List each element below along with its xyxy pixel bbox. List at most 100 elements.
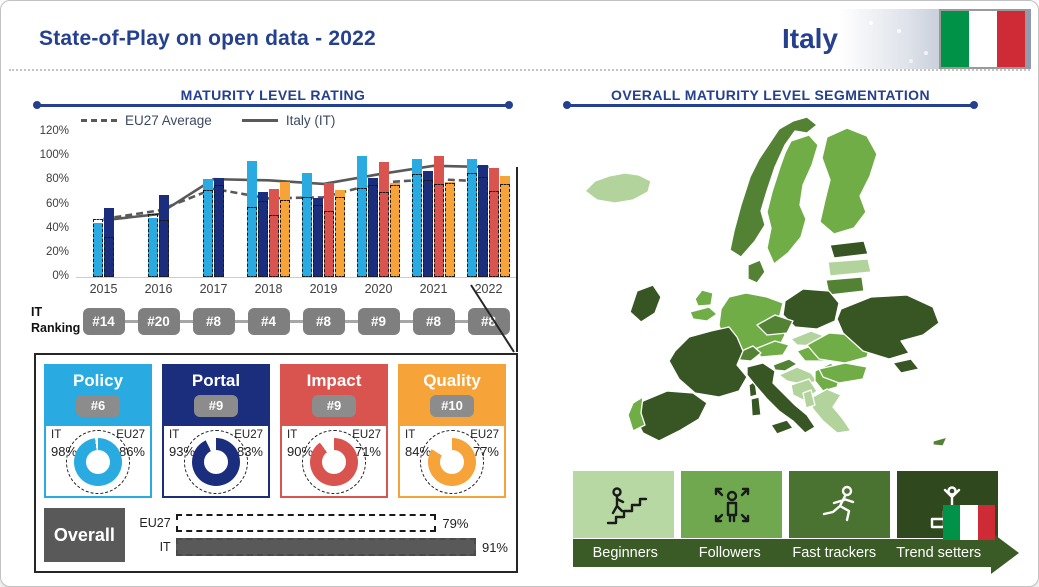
beginners-tile (573, 471, 674, 538)
impact-it--bar (269, 188, 279, 277)
rank-badge: #6 (76, 395, 120, 417)
portal-card: Portal #9 IT EU27 93% 83% (162, 364, 270, 498)
quality-card-header: Quality #10 (400, 366, 504, 426)
portal-it--bar (258, 192, 268, 277)
country-netherlands (694, 289, 714, 307)
overall-eu27-value: 79% (442, 515, 469, 531)
portal-it--bar (104, 208, 114, 277)
eu27-average-outline-bar (214, 185, 224, 277)
eu27-average-outline-bar (445, 182, 455, 277)
eu27-average-outline-bar (247, 206, 257, 277)
eu27-average-outline-bar (313, 204, 323, 277)
policy-it--bar (93, 222, 103, 277)
eu27-average-outline-bar (269, 215, 279, 277)
policy-card-header: Policy #6 (46, 366, 150, 426)
it-ring (192, 438, 240, 486)
eu27-average-outline-bar (357, 187, 367, 277)
x-tick-label: 2018 (254, 282, 283, 296)
region-sardinia (750, 396, 762, 417)
ranking-badge: #8 (412, 308, 455, 335)
eu27-average-outline-bar (148, 214, 158, 277)
country-latvia (827, 258, 872, 277)
segment-label-beginners: Beginners (592, 545, 658, 561)
eu27-average-outline-bar (368, 185, 378, 277)
portal-it--bar (478, 164, 488, 277)
segment-label-trend-setters: Trend setters (896, 545, 982, 561)
impact-card-header: Impact #9 (282, 366, 386, 426)
eu27-average-outline-bar (335, 197, 345, 277)
policy-it--bar (357, 156, 367, 277)
eu27-average-outline-bar (302, 197, 312, 277)
header-separator (9, 69, 1030, 71)
policy-card-body: IT EU27 98% 86% (46, 426, 150, 494)
country-austria (754, 340, 790, 358)
italy-flag-icon (939, 9, 1027, 69)
followers-tile (681, 471, 782, 538)
legend-item-eu27: EU27 Average (81, 113, 212, 128)
country-estonia (829, 240, 869, 259)
segment-label-followers: Followers (698, 545, 761, 561)
ranking-row-label: IT Ranking (31, 305, 81, 336)
eu27-average-outline-bar (489, 191, 499, 277)
eu27-average-outline-bar (159, 220, 169, 277)
policy-it--bar (148, 217, 158, 277)
dashed-line-swatch (81, 119, 117, 122)
overall-eu27-label: EU27 (139, 516, 171, 530)
stairs-climb-icon (606, 486, 647, 524)
x-axis-labels: 2015 2016 2017 2018 2019 2020 2021 2022 (76, 282, 516, 300)
it-label: IT (51, 429, 62, 441)
legend-label: Italy (IT) (285, 113, 336, 128)
portal-card-body: IT EU27 93% 83% (164, 426, 268, 494)
country-lithuania (825, 276, 865, 296)
segment-label-fast-trackers: Fast trackers (792, 545, 877, 561)
dimension-cards: Policy #6 IT EU27 98% 86% Portal (44, 364, 508, 498)
detail-callout: Policy #6 IT EU27 98% 86% Portal (34, 353, 518, 573)
quality-it--bar (335, 190, 345, 277)
overall-it-value: 91% (481, 539, 508, 555)
quality-it--bar (445, 181, 455, 277)
country-italy (746, 362, 816, 434)
country-spain (634, 390, 708, 442)
italy-flag-marker-icon (943, 505, 995, 540)
country-france (668, 326, 748, 398)
country-cyprus (932, 436, 948, 447)
policy-it--bar (247, 161, 257, 277)
ranking-badge: #14 (82, 308, 125, 335)
portal-it--bar (159, 194, 169, 277)
country-name: Italy (781, 23, 838, 54)
dimension-title: Portal (191, 371, 241, 390)
overall-it-label: IT (159, 540, 171, 554)
left-section-rule (33, 101, 513, 109)
dimension-title: Policy (72, 371, 124, 390)
eu27-label: EU27 (234, 429, 263, 441)
portal-it--bar (368, 177, 378, 277)
eu27-average-outline-bar (434, 183, 444, 277)
segment-tiles (573, 471, 998, 538)
x-tick-label: 2015 (89, 282, 118, 296)
eu27-label: EU27 (470, 429, 499, 441)
eu27-dashed-ring (420, 430, 484, 494)
eu27-average-outline-bar (280, 199, 290, 277)
maturity-bar-chart (76, 132, 516, 278)
y-tick-label: 20% (45, 245, 69, 258)
x-tick-label: 2022 (474, 282, 503, 296)
legend-label: EU27 Average (125, 113, 212, 128)
country-iceland (584, 172, 652, 204)
y-tick-label: 100% (39, 149, 69, 162)
eu27-average-outline-bar (104, 237, 114, 277)
dimension-title: Impact (306, 371, 362, 390)
eu27-average-outline-bar (203, 190, 213, 277)
eu27-average-outline-bar (258, 200, 268, 277)
y-tick-label: 40% (45, 221, 69, 234)
eu27-average-outline-bar (93, 219, 103, 277)
quality-it--bar (500, 175, 510, 277)
y-tick-label: 0% (52, 270, 69, 282)
eu27-label: EU27 (116, 429, 145, 441)
ranking-badge: #20 (137, 308, 180, 335)
portal-card-header: Portal #9 (164, 366, 268, 426)
country-portugal (627, 396, 646, 432)
eu27-dashed-ring (66, 430, 130, 494)
overall-bars: EU27 79% IT 91% (125, 511, 508, 559)
impact-donut-chart (302, 430, 366, 494)
quality-card: Quality #10 IT EU27 84% 77% (398, 364, 506, 498)
